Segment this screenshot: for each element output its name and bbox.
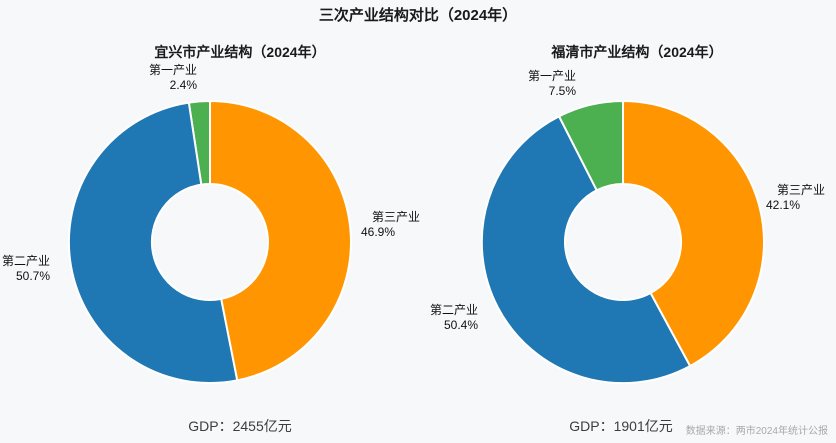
right-tertiary-label: 第三产业 — [777, 183, 826, 197]
right-secondary-pct: 50.4% — [443, 318, 478, 332]
right-primary-label: 第一产业 — [527, 69, 576, 83]
left-secondary-pct: 50.7% — [15, 269, 50, 283]
right-label-tertiary-industry: 第三产业 42.1% — [766, 183, 836, 213]
left-gdp-caption: GDP：2455亿元 — [188, 418, 292, 434]
donut-slice-1 — [67, 101, 239, 385]
right-gdp-caption: GDP：1901亿元 — [569, 418, 673, 434]
left-label-primary-industry: 第一产业 2.4% — [97, 63, 197, 93]
right-tertiary-pct: 42.1% — [766, 198, 801, 212]
right-label-primary-industry: 第一产业 7.5% — [476, 69, 576, 99]
donut-slice-2 — [209, 100, 352, 382]
right-primary-pct: 7.5% — [548, 84, 576, 98]
left-primary-label: 第一产业 — [148, 63, 197, 77]
left-secondary-label: 第二产业 — [1, 254, 50, 268]
right-label-secondary-industry: 第二产业 50.4% — [378, 303, 478, 333]
donut-slice-2 — [622, 100, 765, 367]
donut-slice-1 — [480, 115, 692, 385]
left-tertiary-pct: 46.9% — [361, 225, 396, 239]
left-label-secondary-industry: 第二产业 50.7% — [0, 254, 50, 284]
left-donut-chart — [67, 100, 352, 385]
page-title: 三次产业结构对比（2024年） — [318, 7, 518, 24]
left-chart-title: 宜兴市产业结构（2024年） — [154, 44, 326, 60]
left-label-tertiary-industry: 第三产业 46.9% — [361, 210, 431, 240]
left-primary-pct: 2.4% — [169, 78, 197, 92]
left-tertiary-label: 第三产业 — [372, 210, 421, 224]
right-donut-chart — [480, 100, 765, 385]
right-secondary-label: 第二产业 — [429, 303, 478, 317]
right-chart-title: 福清市产业结构（2024年） — [551, 44, 723, 60]
data-source-note: 数据来源：两市2024年统计公报 — [685, 426, 828, 437]
